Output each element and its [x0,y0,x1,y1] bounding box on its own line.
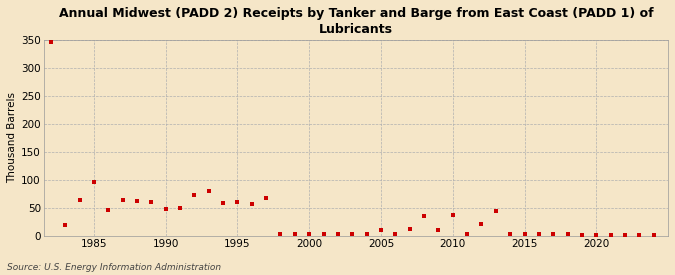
Point [347,232,358,236]
Point [88,180,99,184]
Point [448,213,458,218]
Point [333,232,344,236]
Point [390,232,401,236]
Point [31,128,42,133]
Point [519,232,530,236]
Point [45,40,56,44]
Point [246,202,257,206]
Point [533,232,544,236]
Point [74,197,85,202]
Title: Annual Midwest (PADD 2) Receipts by Tanker and Barge from East Coast (PADD 1) of: Annual Midwest (PADD 2) Receipts by Tank… [59,7,653,36]
Point [505,232,516,236]
Point [361,232,372,236]
Point [562,232,573,236]
Point [60,223,71,228]
Point [117,198,128,202]
Y-axis label: Thousand Barrels: Thousand Barrels [7,92,17,183]
Point [275,232,286,236]
Point [203,188,214,193]
Point [648,233,659,237]
Point [290,232,300,236]
Text: Source: U.S. Energy Information Administration: Source: U.S. Energy Information Administ… [7,263,221,272]
Point [576,233,587,237]
Point [217,201,228,205]
Point [418,214,429,219]
Point [375,228,386,232]
Point [476,221,487,226]
Point [160,206,171,211]
Point [634,233,645,237]
Point [132,199,142,203]
Point [620,233,630,237]
Point [462,232,472,236]
Point [103,208,113,212]
Point [433,228,443,232]
Point [605,233,616,237]
Point [591,233,601,237]
Point [175,206,186,210]
Point [261,196,271,201]
Point [318,232,329,236]
Point [548,232,559,236]
Point [491,209,502,213]
Point [232,200,243,205]
Point [146,200,157,205]
Point [189,193,200,197]
Point [304,232,315,236]
Point [404,227,415,232]
